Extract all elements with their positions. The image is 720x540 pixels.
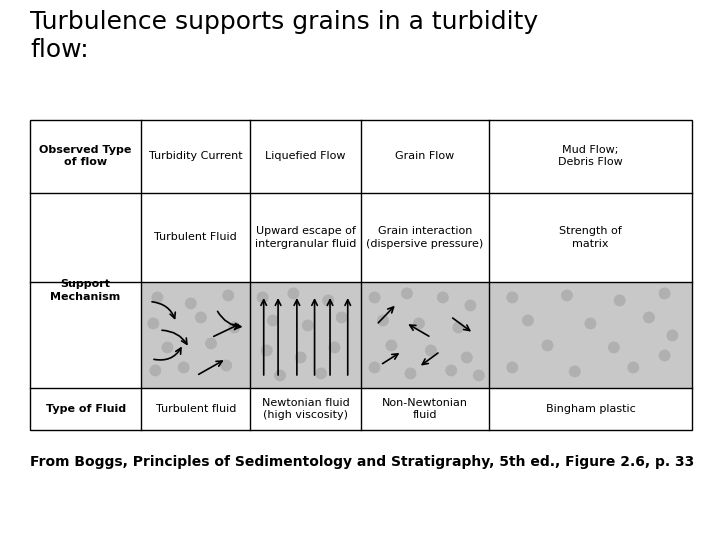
Circle shape [195,312,207,323]
Text: Turbulent fluid: Turbulent fluid [156,404,236,414]
Circle shape [426,345,436,356]
Circle shape [267,315,279,326]
Circle shape [667,330,678,341]
Text: Turbidity Current: Turbidity Current [149,151,243,161]
Text: Non-Newtonian
fluid: Non-Newtonian fluid [382,398,468,421]
Circle shape [315,368,327,379]
Circle shape [369,292,380,303]
Circle shape [369,362,380,373]
Circle shape [178,362,189,373]
Circle shape [148,318,159,329]
Circle shape [453,322,464,333]
Circle shape [152,292,163,303]
Circle shape [507,292,518,303]
Circle shape [257,292,268,303]
Text: Newtonian fluid
(high viscosity): Newtonian fluid (high viscosity) [262,398,350,421]
Circle shape [507,362,518,373]
Text: Support
Mechanism: Support Mechanism [50,279,121,302]
Circle shape [644,312,654,323]
Circle shape [542,340,553,351]
Circle shape [628,362,639,373]
Circle shape [222,290,234,301]
Text: Turbulence supports grains in a turbidity
flow:: Turbulence supports grains in a turbidit… [30,10,538,62]
Bar [30,120,692,430]
Circle shape [437,292,449,303]
Circle shape [413,318,424,329]
Circle shape [261,345,272,356]
Circle shape [229,322,240,333]
Circle shape [562,290,572,301]
Text: Mud Flow;
Debris Flow: Mud Flow; Debris Flow [558,145,623,167]
Circle shape [336,312,347,323]
Circle shape [221,360,232,371]
Text: Observed Type
of flow: Observed Type of flow [40,145,132,167]
Text: Bingham plastic: Bingham plastic [546,404,635,414]
Circle shape [150,365,161,376]
Circle shape [614,295,625,306]
Circle shape [323,295,334,306]
Circle shape [386,340,397,351]
Text: Liquefied Flow: Liquefied Flow [266,151,346,161]
Circle shape [659,350,670,361]
Circle shape [288,288,299,299]
Circle shape [405,368,416,379]
Text: From Boggs, Principles of Sedimentology and Stratigraphy, 5th ed., Figure 2.6, p: From Boggs, Principles of Sedimentology … [30,455,694,469]
Circle shape [162,342,173,353]
Circle shape [473,370,485,381]
Circle shape [608,342,619,353]
Circle shape [585,318,596,329]
Circle shape [462,352,472,363]
Circle shape [377,315,389,326]
Circle shape [205,338,217,349]
Circle shape [302,320,313,331]
Circle shape [659,288,670,299]
Circle shape [402,288,413,299]
Text: Turbulent Fluid: Turbulent Fluid [155,233,237,242]
Text: Type of Fluid: Type of Fluid [45,404,126,414]
Text: Grain interaction
(dispersive pressure): Grain interaction (dispersive pressure) [366,226,484,249]
Circle shape [185,298,197,309]
Bar [141,282,692,388]
Circle shape [295,352,306,363]
Circle shape [329,342,340,353]
Circle shape [274,370,286,381]
Circle shape [570,366,580,377]
Text: Upward escape of
intergranular fluid: Upward escape of intergranular fluid [255,226,356,249]
Text: Grain Flow: Grain Flow [395,151,454,161]
Circle shape [523,315,534,326]
Circle shape [465,300,476,311]
Text: Strength of
matrix: Strength of matrix [559,226,622,249]
Circle shape [446,365,456,376]
